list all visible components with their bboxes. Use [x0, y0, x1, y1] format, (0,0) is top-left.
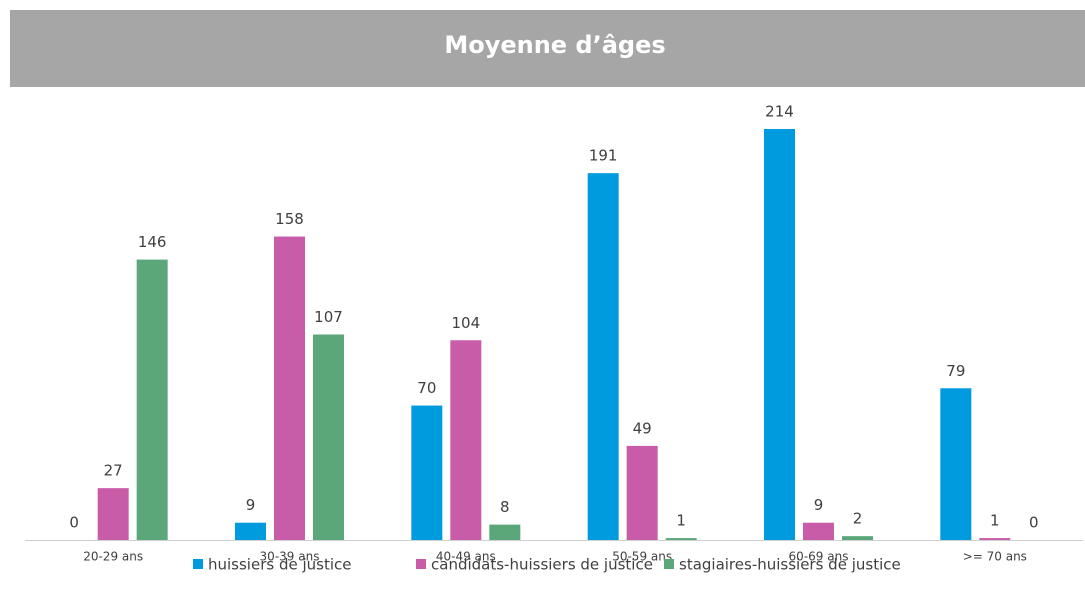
bar: [313, 334, 344, 540]
bar: [665, 538, 697, 540]
x-tick-label: 40-49 ans: [436, 550, 496, 564]
legend-label: stagiaires-huissiers de justice: [679, 556, 901, 574]
data-label: 70: [417, 379, 436, 397]
data-label: 2: [853, 510, 863, 528]
legend-swatch: [416, 559, 426, 569]
bar: [489, 524, 521, 540]
x-tick-label: >= 70 ans: [963, 550, 1027, 564]
data-label: 0: [1029, 514, 1039, 532]
bar: [626, 445, 658, 540]
data-label: 158: [275, 210, 304, 228]
data-label: 104: [452, 314, 481, 332]
data-label: 49: [633, 419, 652, 437]
data-label: 9: [814, 496, 824, 514]
bar: [940, 388, 972, 540]
data-label: 79: [946, 362, 965, 380]
bar: [97, 488, 129, 540]
x-tick-label: 30-39 ans: [260, 550, 320, 564]
data-label: 107: [314, 308, 343, 326]
data-label: 191: [589, 147, 618, 165]
x-tick-label: 60-69 ans: [789, 550, 849, 564]
data-label: 9: [246, 496, 256, 514]
title-banner: [10, 10, 1085, 87]
x-tick-label: 50-59 ans: [612, 550, 672, 564]
data-label: 1: [676, 512, 686, 530]
chart-title: Moyenne d’âges: [444, 31, 665, 59]
bar: [979, 538, 1011, 540]
bar: [450, 340, 482, 540]
legend-label: huissiers de justice: [208, 556, 352, 574]
data-label: 1: [990, 512, 1000, 530]
x-tick-label: 20-29 ans: [83, 550, 143, 564]
bar: [587, 173, 619, 540]
bar: [274, 236, 305, 541]
bar: [764, 129, 795, 540]
data-label: 27: [104, 462, 123, 480]
bar: [411, 405, 443, 540]
data-label: 0: [69, 514, 79, 532]
legend-label: candidats-huissiers de justice: [431, 556, 653, 574]
legend-swatch: [664, 559, 674, 569]
data-label: 146: [138, 233, 167, 251]
data-label: 8: [500, 498, 510, 516]
bar: [235, 522, 266, 540]
bar: [842, 536, 873, 540]
legend-swatch: [193, 559, 203, 569]
bar: [136, 259, 168, 540]
data-label: 214: [765, 103, 794, 121]
bar: [803, 522, 834, 540]
